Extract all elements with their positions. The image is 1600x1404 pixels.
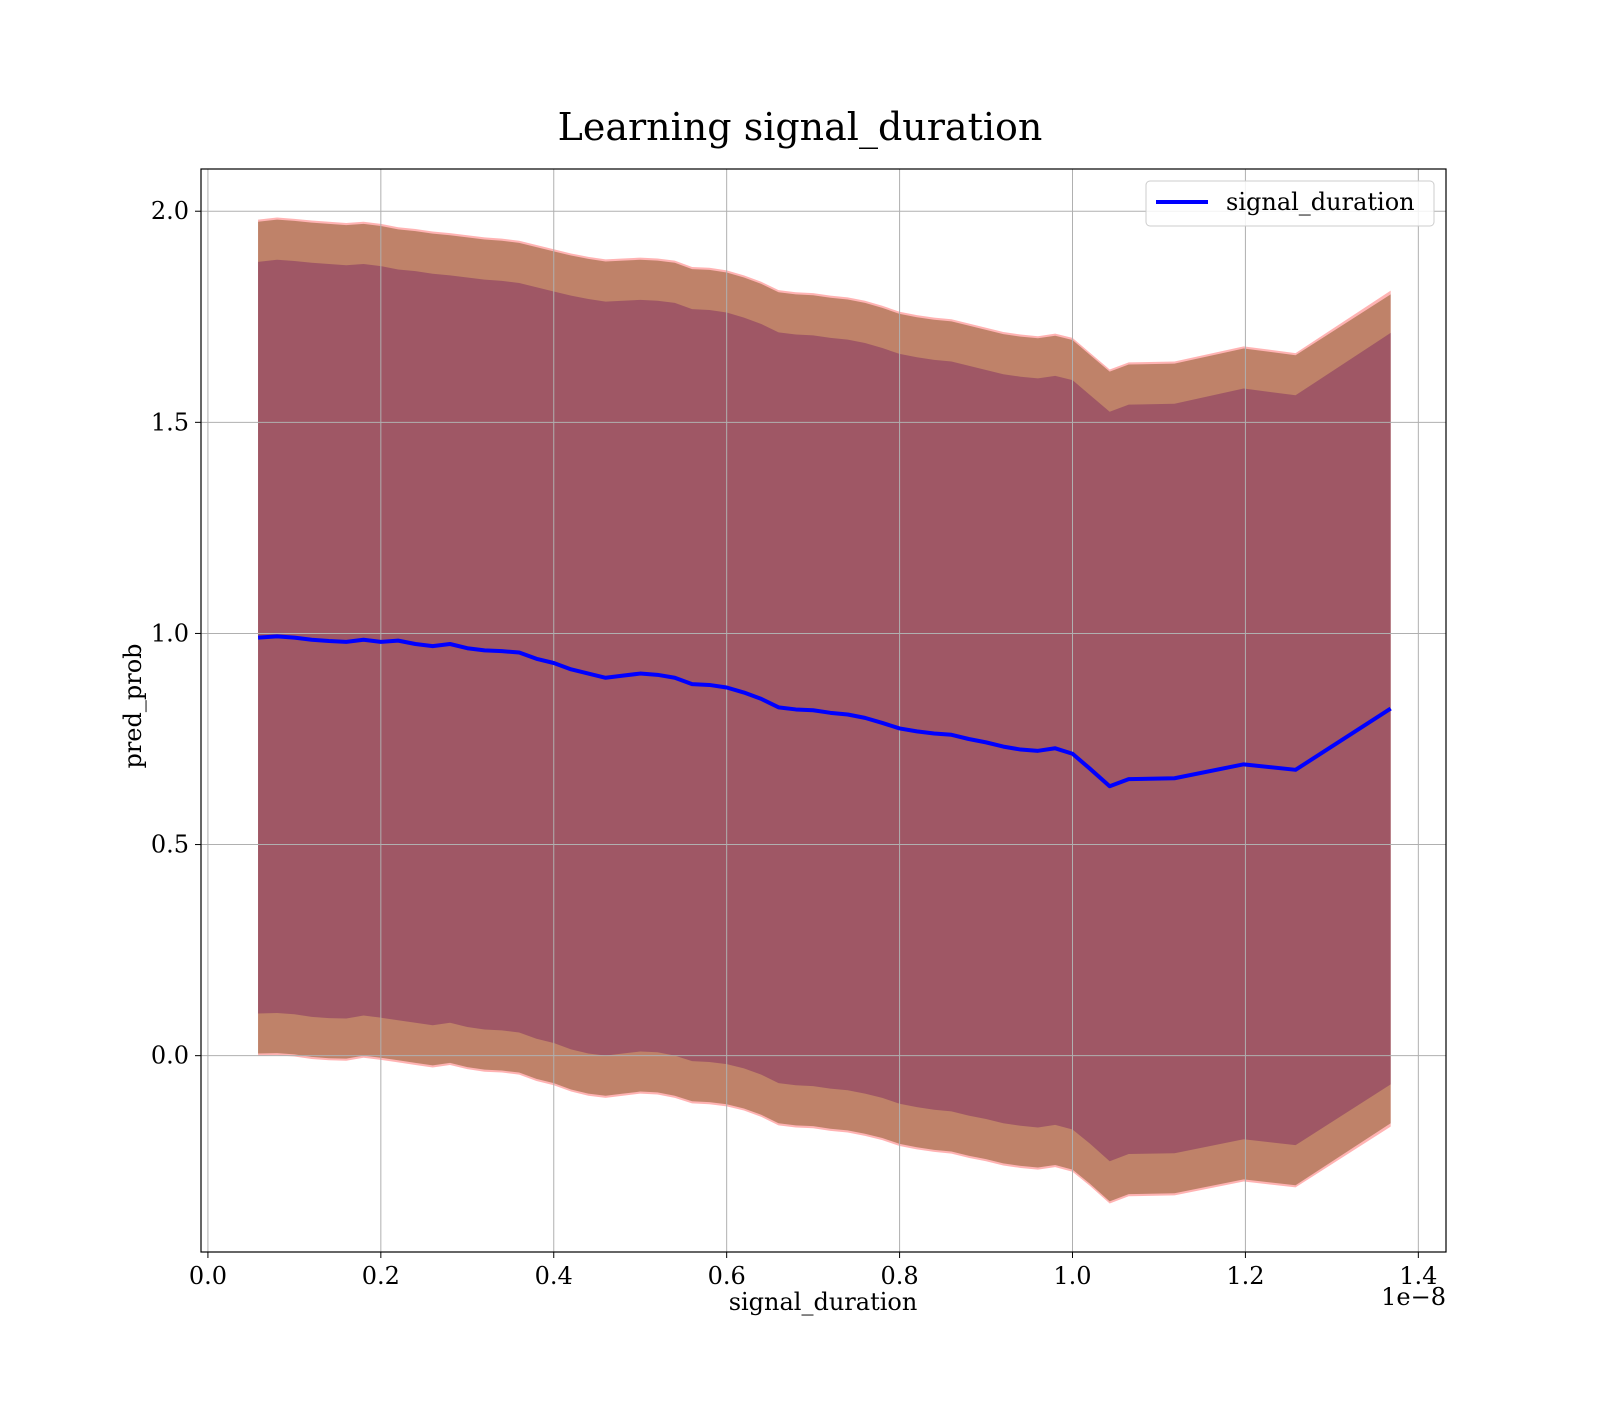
series-line: [257, 634, 1392, 789]
legend-box: [1145, 180, 1435, 227]
chart-title: Learning signal_duration: [558, 105, 1043, 150]
x-tick-label: 0.2: [362, 1262, 400, 1290]
x-tick-label: 1.2: [1226, 1262, 1264, 1290]
grid-lines: [201, 169, 1446, 1252]
y-axis-ticks: 0.0 0.5 1.0 1.5 2.0: [151, 197, 201, 1070]
y-tick-label: 0.0: [151, 1042, 189, 1070]
y-tick-label: 1.0: [151, 619, 189, 647]
x-tick-label: 1.0: [1053, 1262, 1091, 1290]
x-tick-label: 0.0: [189, 1262, 227, 1290]
x-tick-label: 1.4: [1399, 1262, 1437, 1290]
confidence-bands: [258, 217, 1391, 1204]
y-axis-label: pred_prob: [119, 643, 147, 768]
x-tick-label: 0.8: [880, 1262, 918, 1290]
legend-label: signal_duration: [1226, 188, 1415, 216]
legend: signal_duration: [1145, 180, 1435, 227]
y-tick-label: 1.5: [151, 408, 189, 436]
x-axis-ticks: 0.0 0.2 0.4 0.6 0.8 1.0 1.2 1.4: [189, 1252, 1437, 1290]
series-lines: [257, 634, 1392, 789]
x-tick-label: 0.6: [708, 1262, 746, 1290]
axes-frame: [200, 168, 1447, 1253]
x-tick-label: 0.4: [535, 1262, 573, 1290]
y-tick-label: 2.0: [151, 197, 189, 225]
x-axis-label: signal_duration: [729, 1288, 918, 1316]
x-axis-offset-text: 1e−8: [1381, 1283, 1446, 1311]
y-tick-label: 0.5: [151, 831, 189, 859]
